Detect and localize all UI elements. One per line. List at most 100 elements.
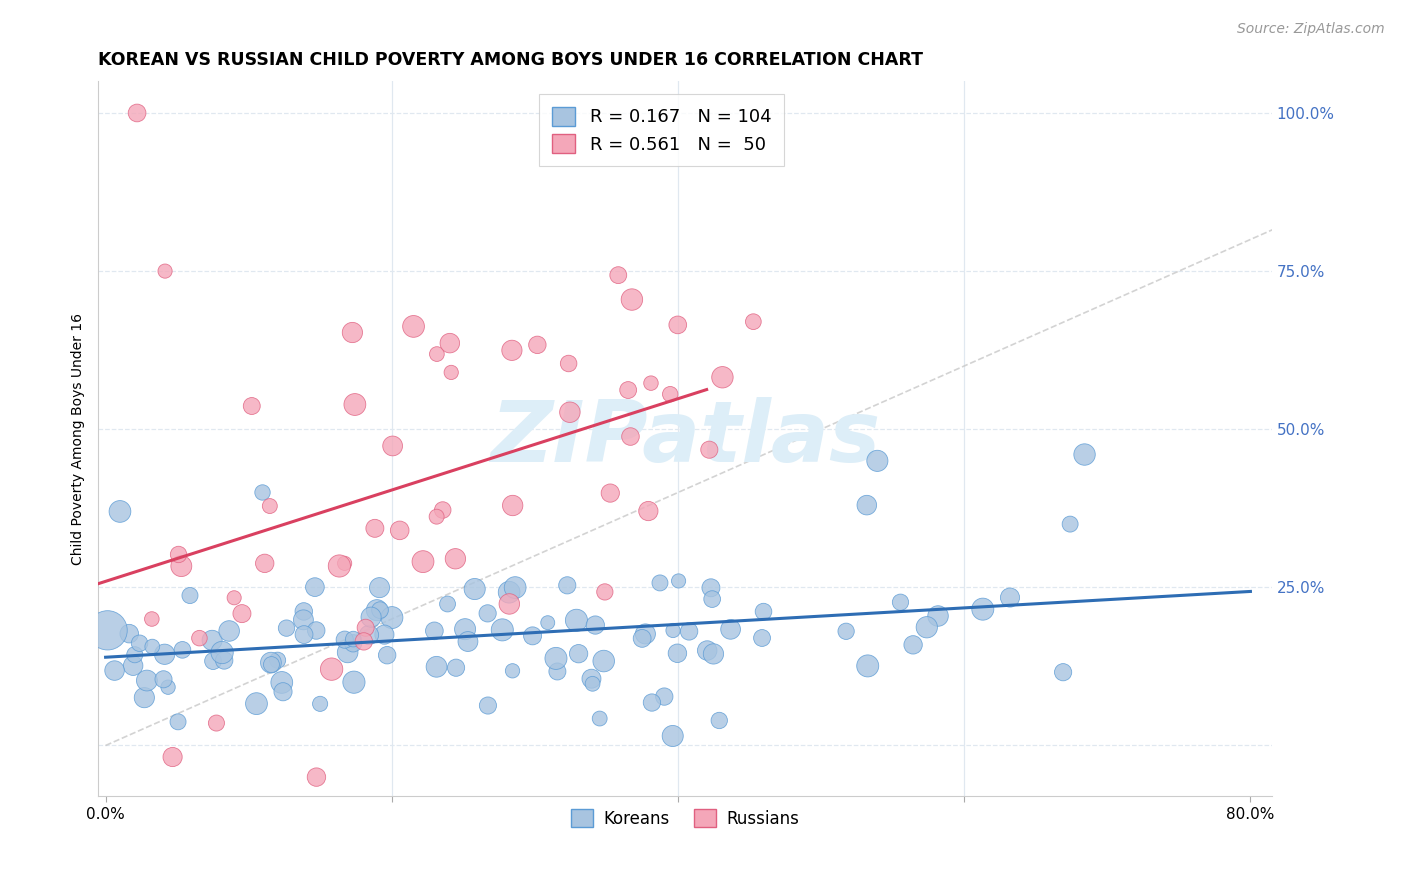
Point (711, 370, 734, 384)
Point (240, 399, 263, 413)
Point (260, 657, 283, 672)
Point (188, 631, 211, 645)
Point (305, 624, 328, 638)
Point (381, 610, 404, 624)
Point (856, 659, 879, 673)
Point (381, 439, 404, 453)
Point (259, 499, 281, 513)
Point (124, 648, 146, 662)
Point (342, 636, 364, 650)
Point (103, 664, 125, 678)
Point (305, 770, 328, 784)
Point (218, 624, 240, 638)
Point (659, 387, 682, 401)
Point (333, 557, 356, 571)
Point (343, 397, 366, 411)
Point (444, 661, 467, 675)
Point (592, 654, 614, 668)
Point (631, 632, 654, 646)
Point (260, 656, 283, 670)
Point (125, 106, 148, 120)
Point (1059, 517, 1081, 532)
Point (537, 615, 560, 630)
Point (224, 591, 246, 605)
Point (364, 521, 387, 535)
Point (212, 653, 235, 667)
Point (678, 624, 700, 639)
Point (889, 595, 911, 609)
Point (522, 629, 544, 643)
Point (141, 640, 163, 654)
Point (368, 603, 391, 617)
Point (607, 268, 630, 282)
Point (432, 503, 454, 517)
Point (697, 442, 720, 457)
Point (637, 504, 659, 518)
Point (503, 581, 526, 595)
Point (491, 623, 513, 637)
Point (927, 609, 949, 624)
Point (464, 582, 486, 596)
Point (581, 672, 603, 686)
Point (998, 591, 1021, 605)
Point (167, 714, 190, 729)
Point (252, 485, 274, 500)
Point (498, 585, 520, 599)
Point (373, 627, 395, 641)
Point (128, 636, 150, 650)
Point (134, 690, 156, 705)
Point (270, 675, 292, 690)
Point (360, 610, 382, 624)
Point (135, 673, 157, 688)
Point (388, 524, 411, 538)
Point (292, 604, 315, 618)
Point (583, 618, 606, 632)
Point (162, 750, 184, 764)
Point (354, 621, 377, 635)
Point (502, 664, 524, 678)
Point (253, 557, 276, 571)
Point (581, 677, 603, 691)
Point (555, 578, 578, 592)
Point (444, 551, 467, 566)
Point (292, 613, 315, 627)
Point (342, 632, 364, 646)
Point (901, 638, 924, 652)
Point (856, 498, 879, 512)
Point (118, 626, 141, 640)
Point (454, 622, 477, 636)
Point (620, 293, 643, 307)
Point (634, 627, 657, 641)
Point (617, 383, 640, 397)
Point (544, 651, 567, 665)
Point (1073, 448, 1095, 462)
Point (97, 624, 120, 638)
Point (231, 607, 253, 621)
Point (153, 264, 176, 278)
Point (1052, 665, 1074, 680)
Point (426, 509, 449, 524)
Point (498, 597, 520, 611)
Point (152, 673, 174, 687)
Point (593, 585, 616, 599)
Point (343, 675, 366, 690)
Point (276, 621, 298, 635)
Point (366, 603, 388, 617)
Point (641, 696, 664, 710)
Point (619, 429, 641, 443)
Point (661, 729, 683, 743)
Point (702, 592, 724, 607)
Legend: Koreans, Russians: Koreans, Russians (565, 802, 806, 834)
Point (501, 343, 523, 358)
Point (700, 581, 723, 595)
Point (439, 336, 461, 351)
Point (122, 658, 145, 673)
Point (342, 326, 364, 340)
Text: Source: ZipAtlas.com: Source: ZipAtlas.com (1237, 22, 1385, 37)
Point (201, 633, 224, 648)
Point (328, 559, 350, 574)
Point (702, 647, 724, 661)
Point (321, 662, 343, 676)
Point (436, 597, 458, 611)
Point (357, 628, 380, 642)
